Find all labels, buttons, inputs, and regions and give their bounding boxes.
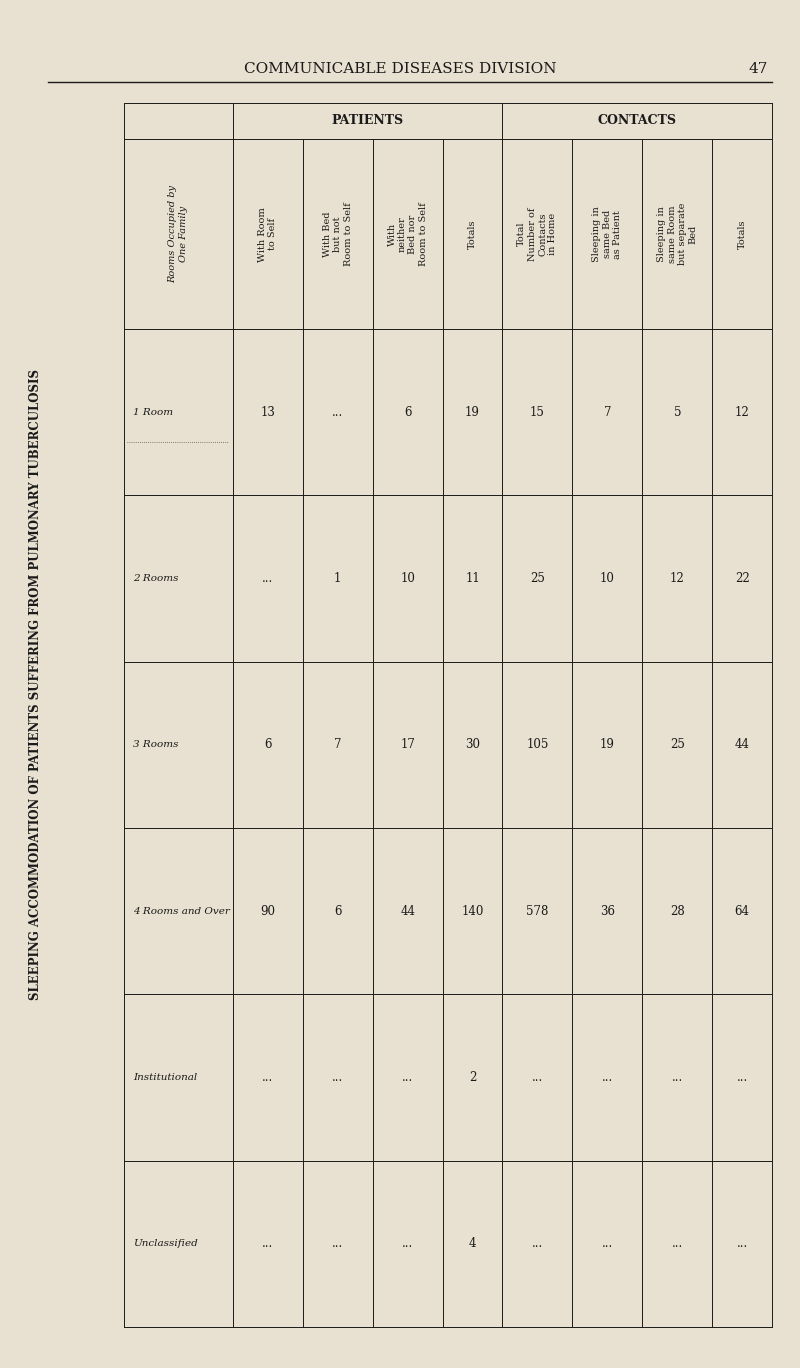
Text: 578: 578 bbox=[526, 904, 549, 918]
Text: 10: 10 bbox=[600, 572, 615, 586]
Text: 1: 1 bbox=[334, 572, 342, 586]
Text: 1 Room: 1 Room bbox=[133, 408, 173, 417]
Text: Institutional: Institutional bbox=[133, 1073, 197, 1082]
Text: 12: 12 bbox=[670, 572, 685, 586]
Text: 19: 19 bbox=[465, 406, 480, 419]
Text: With Bed
but not
Room to Self: With Bed but not Room to Self bbox=[322, 202, 353, 267]
Text: 7: 7 bbox=[334, 739, 342, 751]
Text: ...: ... bbox=[262, 572, 274, 586]
Text: Totals: Totals bbox=[738, 219, 746, 249]
Text: 3 Rooms: 3 Rooms bbox=[133, 740, 178, 750]
Text: ...: ... bbox=[332, 1071, 343, 1083]
Text: ...: ... bbox=[402, 1071, 414, 1083]
Text: 28: 28 bbox=[670, 904, 685, 918]
Text: 4: 4 bbox=[469, 1237, 476, 1250]
Text: SLEEPING ACCOMMODATION OF PATIENTS SUFFERING FROM PULMONARY TUBERCULOSIS: SLEEPING ACCOMMODATION OF PATIENTS SUFFE… bbox=[30, 368, 42, 1000]
Text: With Room
to Self: With Room to Self bbox=[258, 207, 278, 261]
Text: 6: 6 bbox=[264, 739, 271, 751]
Text: 17: 17 bbox=[400, 739, 415, 751]
Text: ...: ... bbox=[262, 1071, 274, 1083]
Text: 140: 140 bbox=[462, 904, 484, 918]
Text: 44: 44 bbox=[400, 904, 415, 918]
Text: Rooms Occupied by
One Family: Rooms Occupied by One Family bbox=[169, 185, 188, 283]
Text: 25: 25 bbox=[530, 572, 545, 586]
Text: 105: 105 bbox=[526, 739, 549, 751]
Text: CONTACTS: CONTACTS bbox=[598, 115, 677, 127]
Text: 19: 19 bbox=[600, 739, 615, 751]
Text: 5: 5 bbox=[674, 406, 681, 419]
Text: 25: 25 bbox=[670, 739, 685, 751]
Text: 47: 47 bbox=[749, 62, 768, 75]
Text: ...: ... bbox=[672, 1071, 683, 1083]
Text: ...: ... bbox=[602, 1237, 613, 1250]
Text: Total
Number of
Contacts
in Home: Total Number of Contacts in Home bbox=[518, 208, 558, 261]
Text: ...: ... bbox=[532, 1071, 543, 1083]
Text: 6: 6 bbox=[404, 406, 411, 419]
Text: 36: 36 bbox=[600, 904, 615, 918]
Text: 90: 90 bbox=[260, 904, 275, 918]
Text: 44: 44 bbox=[734, 739, 750, 751]
Text: PATIENTS: PATIENTS bbox=[331, 115, 403, 127]
Text: ...: ... bbox=[737, 1071, 748, 1083]
Text: 22: 22 bbox=[735, 572, 750, 586]
Text: Sleeping in
same Room
but separate
Bed: Sleeping in same Room but separate Bed bbox=[658, 202, 698, 265]
Text: ...: ... bbox=[402, 1237, 414, 1250]
Text: 30: 30 bbox=[465, 739, 480, 751]
Text: 12: 12 bbox=[735, 406, 750, 419]
Text: 2: 2 bbox=[469, 1071, 476, 1083]
Text: 2 Rooms: 2 Rooms bbox=[133, 575, 178, 583]
Text: 4 Rooms and Over: 4 Rooms and Over bbox=[133, 907, 230, 915]
Text: Sleeping in
same Bed
as Patient: Sleeping in same Bed as Patient bbox=[593, 207, 622, 263]
Text: 15: 15 bbox=[530, 406, 545, 419]
Text: 13: 13 bbox=[260, 406, 275, 419]
Text: ...: ... bbox=[532, 1237, 543, 1250]
Text: ...: ... bbox=[602, 1071, 613, 1083]
Text: 64: 64 bbox=[734, 904, 750, 918]
Text: With
neither
Bed nor
Room to Self: With neither Bed nor Room to Self bbox=[388, 202, 428, 267]
Text: COMMUNICABLE DISEASES DIVISION: COMMUNICABLE DISEASES DIVISION bbox=[244, 62, 556, 75]
Text: 7: 7 bbox=[604, 406, 611, 419]
Text: ...: ... bbox=[262, 1237, 274, 1250]
Text: 10: 10 bbox=[400, 572, 415, 586]
Text: Totals: Totals bbox=[468, 219, 477, 249]
Text: ...: ... bbox=[672, 1237, 683, 1250]
Text: Unclassified: Unclassified bbox=[133, 1239, 198, 1249]
Text: ...: ... bbox=[332, 406, 343, 419]
Text: 6: 6 bbox=[334, 904, 342, 918]
Text: 11: 11 bbox=[465, 572, 480, 586]
Text: ...: ... bbox=[737, 1237, 748, 1250]
Text: ...: ... bbox=[332, 1237, 343, 1250]
